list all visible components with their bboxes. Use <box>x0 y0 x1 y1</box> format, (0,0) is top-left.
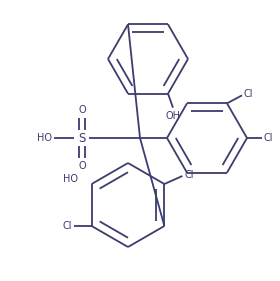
Text: HO: HO <box>63 174 78 184</box>
Text: OH: OH <box>165 111 181 121</box>
Text: Cl: Cl <box>244 89 253 99</box>
Text: Cl: Cl <box>264 133 274 143</box>
Text: Cl: Cl <box>184 170 194 180</box>
Text: O: O <box>78 161 86 171</box>
Text: Cl: Cl <box>62 221 72 231</box>
Text: HO: HO <box>37 133 52 143</box>
Text: S: S <box>78 132 86 144</box>
Text: O: O <box>78 105 86 115</box>
